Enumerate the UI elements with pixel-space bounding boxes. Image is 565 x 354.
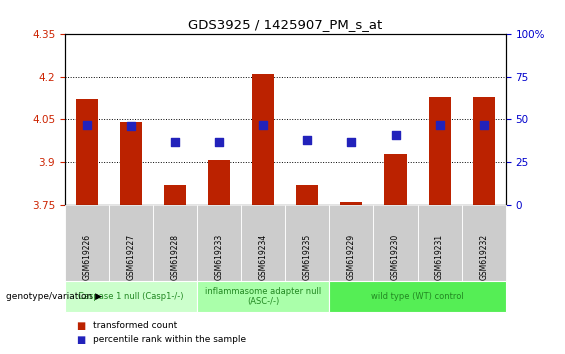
Text: inflammasome adapter null
(ASC-/-): inflammasome adapter null (ASC-/-) xyxy=(205,287,321,306)
Text: GSM619235: GSM619235 xyxy=(303,233,312,280)
Text: Caspase 1 null (Casp1-/-): Caspase 1 null (Casp1-/-) xyxy=(79,292,184,301)
Text: GSM619231: GSM619231 xyxy=(435,234,444,280)
Bar xyxy=(428,97,451,205)
Title: GDS3925 / 1425907_PM_s_at: GDS3925 / 1425907_PM_s_at xyxy=(188,18,383,31)
Text: genotype/variation ▶: genotype/variation ▶ xyxy=(6,292,102,301)
Bar xyxy=(120,122,142,205)
Point xyxy=(82,122,92,127)
Text: wild type (WT) control: wild type (WT) control xyxy=(371,292,464,301)
Text: GSM619233: GSM619233 xyxy=(215,233,224,280)
Point xyxy=(171,139,180,145)
Point xyxy=(259,122,268,127)
Point xyxy=(127,124,136,129)
Text: percentile rank within the sample: percentile rank within the sample xyxy=(93,335,246,344)
Bar xyxy=(76,99,98,205)
Point xyxy=(391,132,400,138)
Point xyxy=(347,139,356,145)
Text: GSM619228: GSM619228 xyxy=(171,234,180,280)
Text: GSM619234: GSM619234 xyxy=(259,233,268,280)
Text: GSM619229: GSM619229 xyxy=(347,234,356,280)
Point xyxy=(435,122,444,127)
Bar xyxy=(340,202,363,205)
Text: GSM619232: GSM619232 xyxy=(479,234,488,280)
Text: ■: ■ xyxy=(76,335,85,345)
Bar xyxy=(164,185,186,205)
Text: GSM619226: GSM619226 xyxy=(82,234,92,280)
Bar xyxy=(252,74,275,205)
Bar xyxy=(208,160,231,205)
Bar xyxy=(384,154,406,205)
Point xyxy=(215,139,224,145)
Text: GSM619230: GSM619230 xyxy=(391,233,400,280)
Point xyxy=(479,122,488,127)
Text: GSM619227: GSM619227 xyxy=(127,234,136,280)
Point xyxy=(303,137,312,143)
Text: ■: ■ xyxy=(76,321,85,331)
Text: transformed count: transformed count xyxy=(93,321,177,330)
Bar xyxy=(296,185,318,205)
Bar xyxy=(472,97,494,205)
